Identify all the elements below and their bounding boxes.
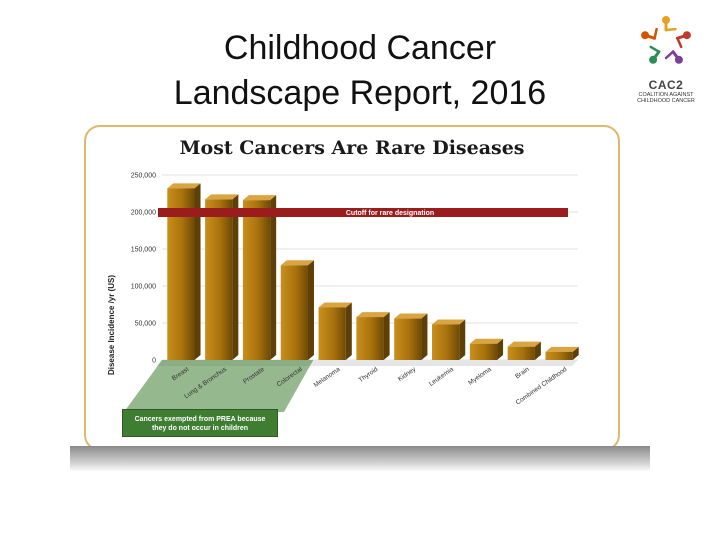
y-tick-label: 0	[152, 358, 156, 365]
y-tick-label: 100,000	[131, 284, 156, 291]
bar-side	[534, 341, 541, 360]
x-tick-label: Melanoma	[313, 366, 342, 389]
exempt-note-line-1: Cancers exempted from PREA because	[134, 416, 266, 423]
logo-figure-body	[675, 33, 689, 40]
logo-figure-arm	[653, 27, 658, 40]
bar-side	[307, 260, 314, 360]
bar-chart: Cutoff for rare designation 0 50,000 100,0…	[107, 173, 579, 412]
logo-subtitle-2: CHILDHOOD CANCER	[637, 98, 695, 104]
bar-side	[497, 338, 504, 360]
bar-top	[469, 338, 504, 344]
bar-front	[318, 307, 346, 360]
logo-figure-arm	[664, 50, 675, 60]
bar	[507, 341, 541, 360]
chart-title: Most Cancers Are Rare Diseases	[179, 137, 525, 159]
cutoff-label: Cutoff for rare designation	[346, 210, 434, 217]
bar-top	[280, 260, 314, 266]
logo-figure-body	[651, 50, 661, 62]
bar-side	[383, 312, 390, 360]
cac2-logo: CAC2 COALITION AGAINST CHILDHOOD CANCER	[628, 10, 704, 120]
logo-figure-arm	[676, 37, 683, 49]
bar-front	[507, 346, 535, 360]
logo-subtitle-1: COALITION AGAINST	[638, 92, 694, 98]
bar-side	[232, 194, 239, 360]
x-tick-label: Thyroid	[358, 366, 380, 384]
exempt-region	[124, 360, 314, 412]
bar-front	[394, 318, 422, 360]
bar-top	[394, 313, 428, 319]
bar-side	[572, 346, 579, 360]
x-tick-label: Leukemia	[428, 366, 455, 388]
exempt-note: Cancers exempted from PREA because they …	[122, 409, 278, 437]
cutoff-band	[158, 208, 568, 217]
logo-figure-arm	[649, 45, 661, 53]
y-axis-label: Disease Incidence /yr (US)	[107, 275, 116, 375]
slide-title-line-2: Landscape Report, 2016	[173, 74, 547, 112]
bar	[318, 302, 352, 360]
bar	[545, 346, 579, 360]
bar	[394, 313, 428, 360]
bar-side	[459, 319, 466, 360]
slide-shadow	[70, 446, 650, 472]
x-tick-label: Kidney	[397, 365, 418, 383]
bar-top	[356, 312, 390, 318]
bar-front	[432, 324, 460, 360]
y-tick-label: 200,000	[131, 210, 156, 217]
slide-title: Childhood Cancer Landscape Report, 2016	[120, 26, 600, 116]
bar-front	[242, 200, 271, 360]
bar	[356, 312, 390, 360]
bar-side	[194, 183, 201, 360]
bar	[280, 260, 314, 360]
bar	[469, 338, 504, 360]
bar-top	[242, 195, 277, 201]
bar-top	[432, 319, 466, 325]
slide-title-line-1: Childhood Cancer	[223, 29, 497, 67]
bar-top	[318, 302, 352, 308]
logo-figure-body	[671, 50, 681, 62]
x-tick-label: Myeloma	[467, 366, 493, 387]
bar-front	[280, 265, 308, 360]
bar-side	[345, 302, 352, 360]
y-tick-label: 150,000	[131, 247, 156, 254]
bar-front	[469, 343, 498, 360]
logo-figure-body	[643, 33, 657, 40]
bar	[242, 195, 277, 360]
bar-top	[205, 194, 239, 200]
bar-side	[270, 195, 277, 360]
logo-name: CAC2	[648, 78, 684, 92]
bar-front	[356, 317, 384, 360]
x-tick-label: Brain	[514, 366, 531, 381]
bar-top	[167, 183, 201, 189]
y-tick-label: 250,000	[131, 173, 156, 180]
bar-front	[545, 351, 573, 360]
bar	[205, 194, 239, 360]
bar-top	[507, 341, 541, 347]
bar-side	[421, 313, 428, 360]
exempt-note-line-2: they do not occur in children	[151, 425, 249, 432]
bar	[432, 319, 466, 360]
logo-figure-arm	[664, 27, 677, 32]
bar-top	[545, 346, 579, 352]
bar-front	[205, 199, 233, 360]
y-tick-label: 50,000	[135, 321, 157, 328]
star-figures-icon	[641, 16, 691, 64]
